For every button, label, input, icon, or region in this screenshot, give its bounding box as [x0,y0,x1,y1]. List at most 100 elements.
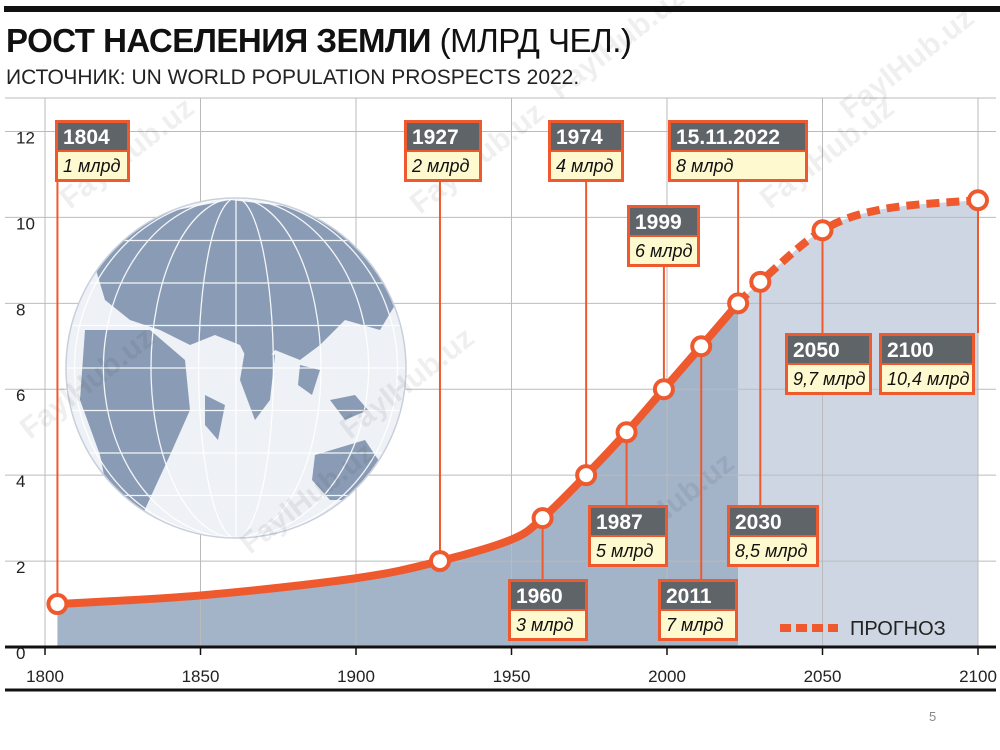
data-point-15.11.2022 [727,292,750,315]
callout-year-label: 1960 [516,585,563,608]
callout-2100: 2100 10,4 млрд [879,333,975,395]
callout-value-box [882,365,972,392]
x-tick-label: 2100 [959,667,997,686]
callout-value-label: 9,7 млрд [793,369,866,389]
data-point-1804 [46,593,69,616]
callout-year-box [882,336,972,363]
callout-year-label: 1974 [556,126,603,149]
callout-year-box [407,123,479,150]
callout-value-box [591,537,665,564]
callout-2050: 2050 9,7 млрд [785,333,872,395]
callout-year-box [671,123,805,150]
callout-value-box [511,611,585,638]
data-point-2100 [967,189,989,212]
globe-outline [65,197,407,539]
callout-2030: 2030 8,5 млрд [727,505,819,567]
callout-year-label: 2050 [793,339,840,362]
chart-title: РОСТ НАСЕЛЕНИЯ ЗЕМЛИ (МЛРД ЧЕЛ.) [6,22,632,60]
callout-value-box [630,237,697,264]
globe-icon [65,197,407,539]
y-tick-label: 4 [16,472,25,491]
callout-value-label: 6 млрд [635,241,693,261]
callout-year-label: 1927 [412,126,459,149]
callout-year-box [788,336,869,363]
callouts-layer: 1804 1 млрд 1927 2 млрд 1960 3 млрд 1974 4 млрд… [55,120,975,641]
chart-title-unit: (МЛРД ЧЕЛ.) [439,22,632,59]
x-tick-label: 1900 [337,667,375,686]
legend: ПРОГНОЗ [780,618,946,640]
y-tick-label: 6 [16,386,25,405]
callout-year-box [630,208,697,235]
callout-year-box [58,123,127,150]
top-rule [4,6,1000,12]
callout-year-box [591,508,665,535]
watermark-text: FaylHub.uz [544,0,690,106]
globe-landmass [330,395,368,420]
callout-value-label: 8 млрд [676,156,734,176]
axis-layer: 1800 1850 1900 1950 2000 2050 2100 0 2 4 6 8 10 12 [5,128,997,692]
data-point-2050 [811,219,834,242]
callout-value-box [407,152,479,179]
data-point-1999 [652,378,675,401]
callout-year-label: 1999 [635,211,682,234]
data-point-2030 [749,270,772,293]
callout-value-label: 7 млрд [666,615,724,635]
callout-1974: 1974 4 млрд [548,120,624,182]
x-tick-label: 1800 [26,667,64,686]
callout-year-label: 2100 [887,339,934,362]
callout-year-label: 1804 [63,126,110,149]
callout-value-box [58,152,127,179]
series-layer [46,189,989,616]
callout-value-label: 4 млрд [556,156,614,176]
callout-year-label: 1987 [596,511,643,534]
callout-value-label: 5 млрд [596,541,654,561]
callout-value-box [551,152,621,179]
legend-label: ПРОГНОЗ [850,618,946,640]
callout-1927: 1927 2 млрд [404,120,482,182]
globe-landmass [80,330,190,520]
y-tick-label: 0 [16,644,25,663]
x-tick-label: 1950 [493,667,531,686]
data-point-1960 [531,507,554,530]
y-tick-label: 12 [16,128,35,147]
callout-1804: 1804 1 млрд [55,120,130,182]
callout-value-label: 2 млрд [411,156,470,176]
globe-landmass [205,395,225,440]
leader-lines-layer [56,182,979,605]
callout-value-box [671,152,805,179]
callout-year-box [730,508,816,535]
callout-2011: 2011 7 млрд [658,579,738,641]
callout-1960: 1960 3 млрд [508,579,588,641]
data-point-1927 [428,550,451,573]
callout-value-label: 10,4 млрд [887,369,970,389]
callout-15.11.2022: 15.11.2022 8 млрд [668,120,808,182]
callout-value-label: 1 млрд [63,156,121,176]
data-point-1974 [575,464,598,487]
callout-value-box [730,537,816,564]
callout-value-label: 8,5 млрд [735,541,808,561]
globe-landmass [298,365,320,395]
watermark-text: FaylHub.uz [834,1,980,126]
callout-1999: 1999 6 млрд [627,205,700,267]
callout-year-box [661,582,735,609]
callout-year-label: 2011 [666,585,712,608]
callout-year-box [511,582,585,609]
y-tick-label: 10 [16,214,35,233]
data-point-1987 [615,421,638,444]
x-tick-label: 2000 [648,667,686,686]
callout-value-box [661,611,735,638]
callout-year-label: 2030 [735,511,782,534]
x-tick-label: 1850 [182,667,220,686]
callout-1987: 1987 5 млрд [588,505,668,567]
y-tick-label: 8 [16,300,25,319]
page-number: 5 [929,709,937,724]
callout-year-label: 15.11.2022 [676,126,780,149]
chart-subtitle: ИСТОЧНИК: UN WORLD POPULATION PROSPECTS … [6,66,580,89]
x-tick-label: 2050 [804,667,842,686]
callout-value-label: 3 млрд [516,615,574,635]
chart-title-main: РОСТ НАСЕЛЕНИЯ ЗЕМЛИ [6,22,431,59]
data-point-2011 [690,335,713,358]
callout-year-box [551,123,621,150]
callout-value-box [788,365,869,392]
